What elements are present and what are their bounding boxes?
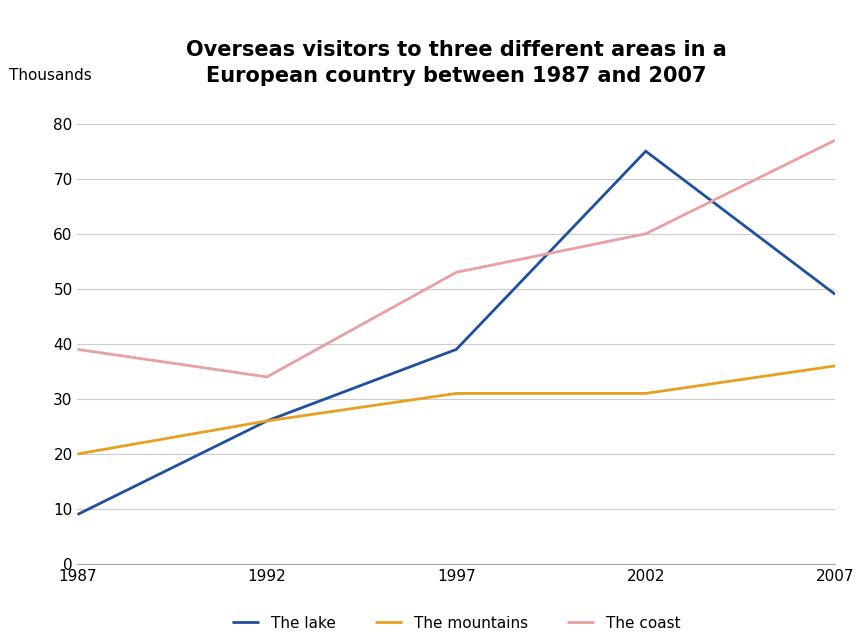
- The mountains: [451, 390, 461, 397]
- The coast: [262, 373, 272, 381]
- The mountains: [72, 450, 83, 458]
- The lake: [72, 511, 83, 519]
- Line: The coast: The coast: [77, 140, 835, 377]
- Line: The lake: The lake: [77, 151, 835, 515]
- The coast: [641, 230, 651, 238]
- The mountains: [830, 362, 840, 370]
- The mountains: [262, 417, 272, 425]
- The mountains: [641, 390, 651, 397]
- The coast: [451, 269, 461, 276]
- Line: The mountains: The mountains: [77, 366, 835, 454]
- The lake: [641, 147, 651, 155]
- The lake: [451, 345, 461, 353]
- The coast: [72, 345, 83, 353]
- Legend: The lake, The mountains, The coast: The lake, The mountains, The coast: [232, 616, 681, 631]
- The lake: [262, 417, 272, 425]
- The lake: [830, 290, 840, 298]
- Text: Thousands: Thousands: [9, 69, 91, 83]
- Title: Overseas visitors to three different areas in a
European country between 1987 an: Overseas visitors to three different are…: [186, 40, 727, 87]
- The coast: [830, 137, 840, 144]
